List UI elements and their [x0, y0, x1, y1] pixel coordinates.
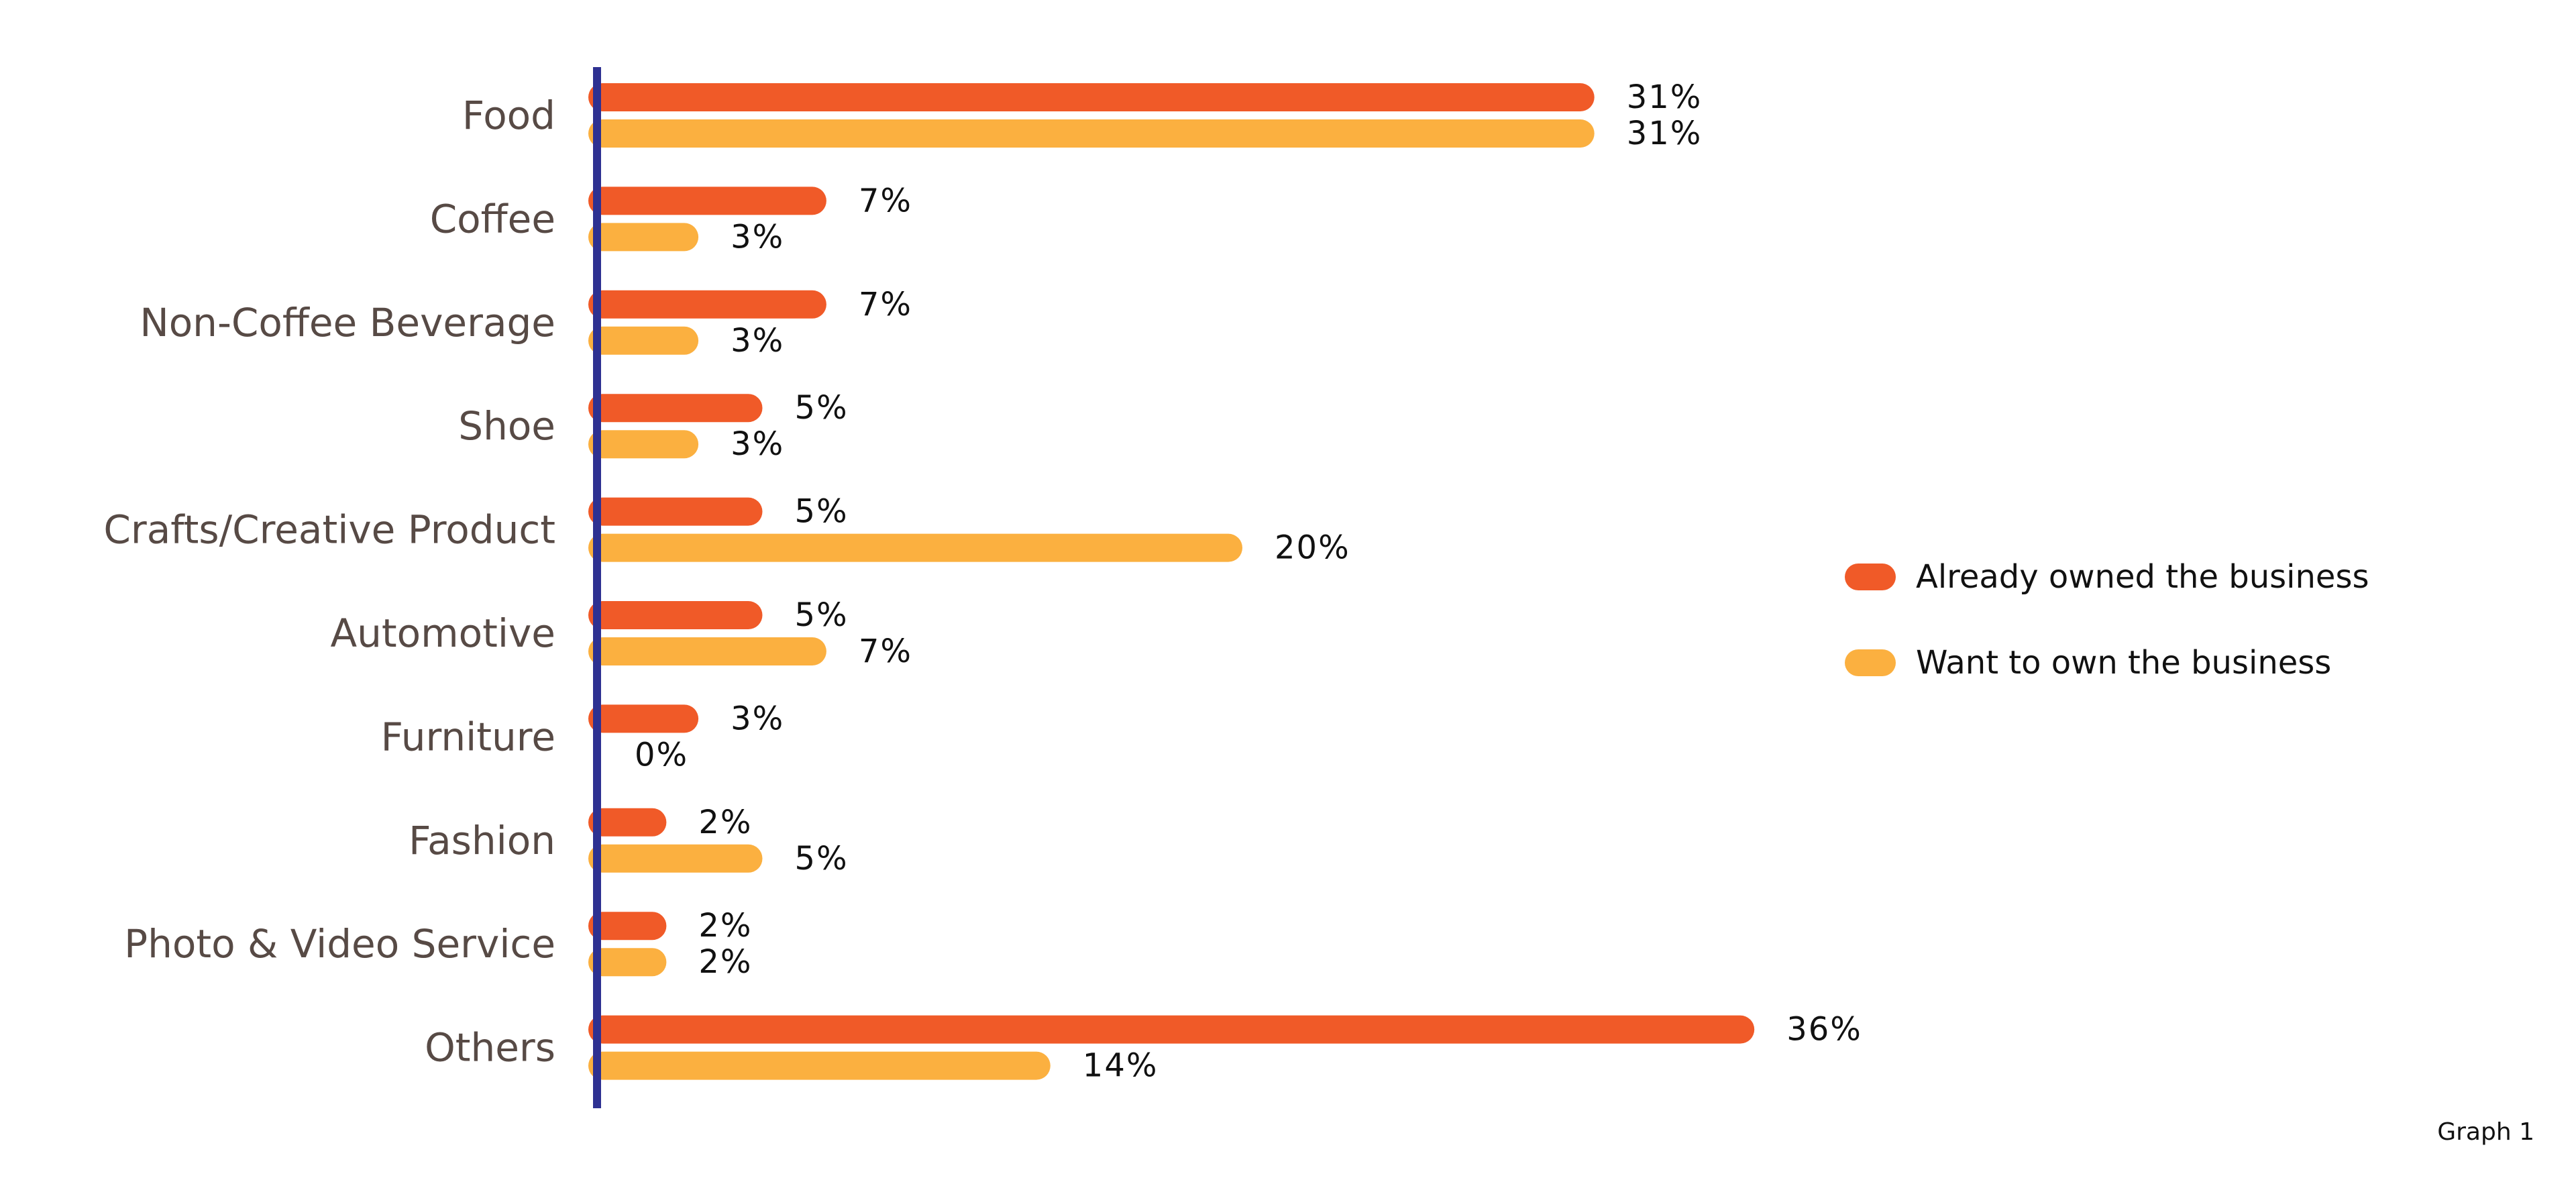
bar [588, 601, 763, 629]
bar [588, 533, 1242, 562]
value-label: 2% [698, 804, 752, 841]
bar [588, 637, 826, 665]
bar [588, 1051, 1051, 1080]
bars-group [588, 83, 1755, 1080]
bar [588, 119, 1595, 148]
bar [588, 83, 1595, 111]
bar [588, 326, 699, 355]
category-label: Shoe [458, 403, 555, 449]
value-label: 5% [795, 840, 849, 877]
legend-label: Want to own the business [1916, 644, 2331, 682]
value-label: 5% [795, 389, 849, 427]
value-label: 2% [698, 907, 752, 945]
category-label: Crafts/Creative Product [103, 507, 555, 553]
value-label: 7% [859, 633, 912, 670]
value-label: 3% [731, 700, 784, 737]
value-label: 31% [1627, 115, 1703, 152]
legend: Already owned the business Want to own th… [1845, 558, 2369, 682]
value-label: 31% [1627, 78, 1703, 116]
category-label: Automotive [330, 610, 555, 656]
value-label: 20% [1275, 529, 1350, 567]
value-label: 14% [1083, 1047, 1159, 1085]
category-label: Coffee [430, 196, 555, 242]
legend-label: Already owned the business [1916, 558, 2369, 596]
value-label: 3% [731, 425, 784, 463]
value-label: 5% [795, 493, 849, 531]
value-label: 2% [698, 943, 752, 981]
bar [588, 497, 763, 526]
category-label: Others [425, 1025, 555, 1071]
bar [588, 912, 667, 941]
value-label: 7% [859, 286, 912, 323]
bar [588, 1015, 1755, 1044]
category-label: Food [462, 93, 555, 138]
bar [588, 186, 826, 215]
value-label: 7% [859, 182, 912, 219]
bar [588, 808, 667, 837]
bar [588, 704, 699, 733]
category-label: Non-Coffee Beverage [140, 300, 555, 345]
value-label: 3% [731, 322, 784, 360]
value-label: 0% [635, 736, 688, 773]
bar [588, 844, 763, 873]
category-label: Photo & Video Service [124, 921, 555, 967]
value-labels-group: 31%31%7%3%7%3%5%3%5%20%5%7%3%0%2%5%2%2%3… [635, 78, 1862, 1085]
graph-footnote: Graph 1 [2437, 1118, 2534, 1146]
bar [588, 430, 699, 459]
bar [588, 223, 699, 252]
value-label: 36% [1786, 1011, 1862, 1049]
category-label: Furniture [381, 714, 555, 759]
legend-swatch [1845, 564, 1896, 590]
category-labels-group: Food Coffee Non-Coffee Beverage Shoe Crafts/… [103, 93, 555, 1071]
category-label: Fashion [409, 818, 555, 863]
value-label: 3% [731, 218, 784, 256]
bar [588, 948, 667, 977]
bar [588, 290, 826, 319]
bar [588, 394, 763, 423]
legend-swatch [1845, 649, 1896, 676]
value-label: 5% [795, 596, 849, 634]
